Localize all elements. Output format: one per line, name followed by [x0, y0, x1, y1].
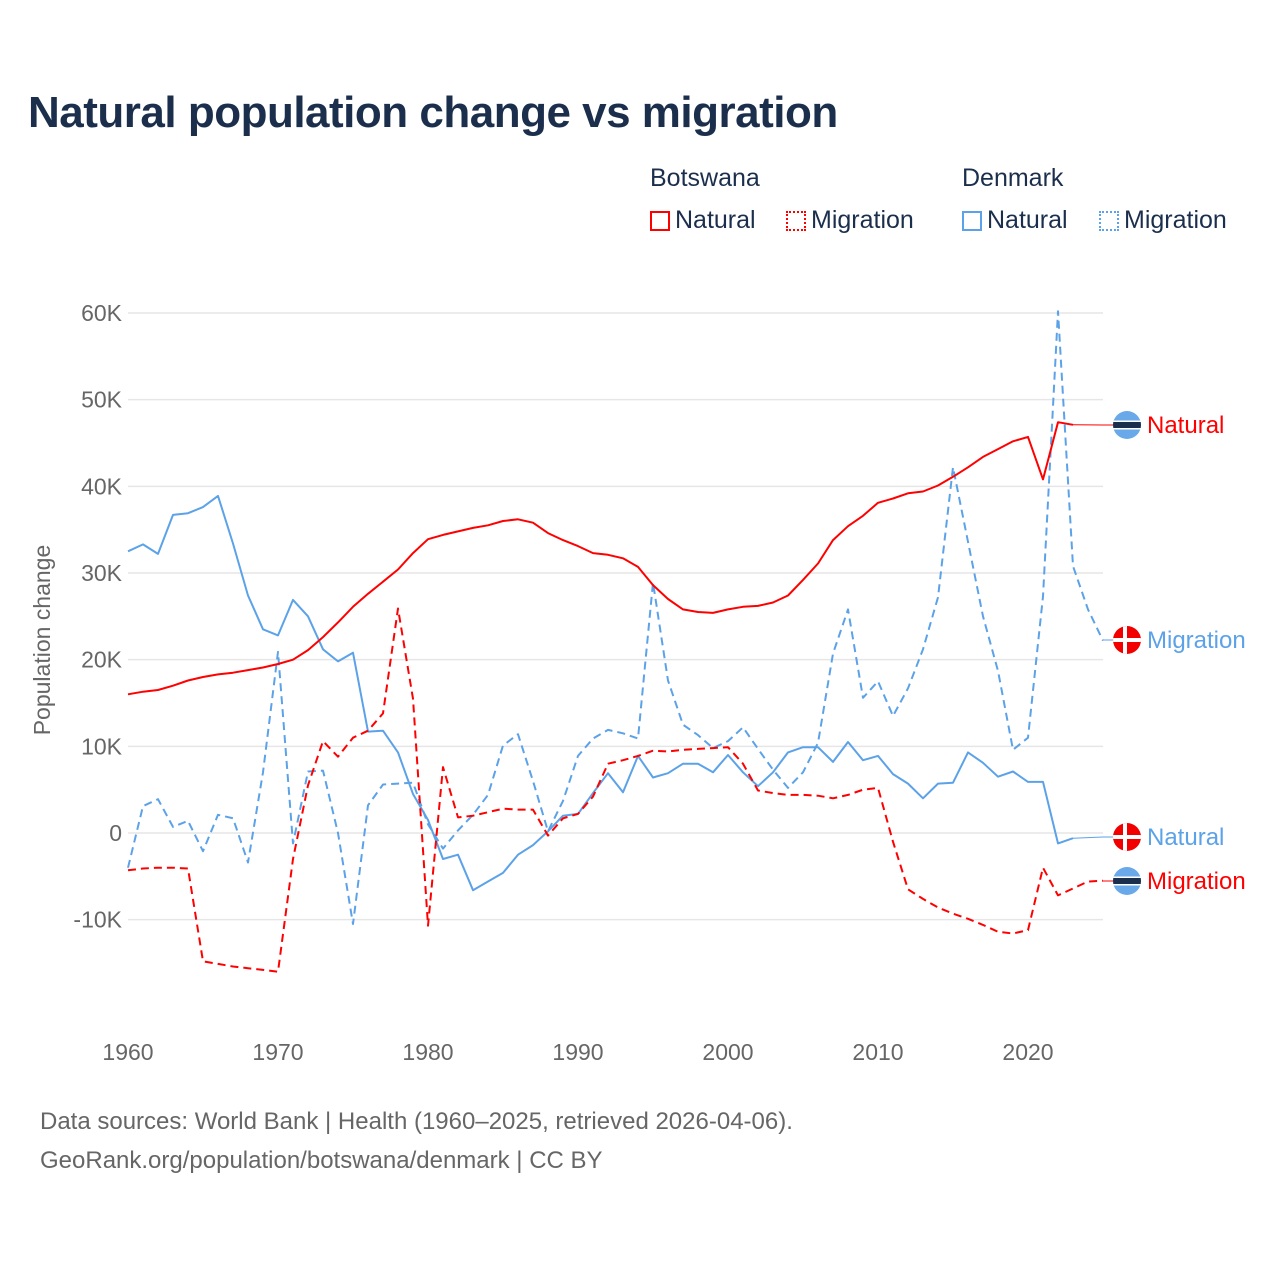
legend-denmark-natural[interactable]: Natural [962, 206, 1068, 235]
y-axis-label: Population change [29, 545, 55, 736]
legend-label: Migration [811, 206, 914, 234]
chart-title: Natural population change vs migration [28, 88, 838, 137]
x-tick-label: 2000 [702, 1039, 753, 1065]
footer-sources: Data sources: World Bank | Health (1960–… [40, 1108, 793, 1135]
denmark-flag-icon [1113, 823, 1141, 851]
x-tick-label: 2020 [1002, 1039, 1053, 1065]
series-line-botswana-natural [127, 421, 1074, 696]
legend-group-botswana: Botswana [650, 164, 760, 192]
botswana-flag-icon [1113, 411, 1141, 439]
end-label-connector [1072, 836, 1113, 839]
legend-group-denmark: Denmark [962, 164, 1064, 192]
series-line-denmark-natural [127, 494, 1074, 892]
flag-band [1113, 878, 1141, 884]
legend-swatch-dotted-blue [1099, 210, 1119, 231]
end-label-denmark-natural: Natural [1147, 824, 1224, 851]
flag-cross-v [1123, 823, 1127, 851]
botswana-flag-icon [1113, 867, 1141, 895]
x-tick-label: 1960 [102, 1039, 153, 1065]
end-label-botswana-natural: Natural [1147, 412, 1224, 439]
series-line-botswana-migration [127, 607, 1104, 973]
legend-label: Migration [1124, 206, 1227, 234]
y-tick-label: 20K [81, 647, 123, 673]
flag-band [1113, 422, 1141, 428]
denmark-flag-icon [1113, 626, 1141, 654]
y-tick-label: 30K [81, 560, 123, 586]
y-tick-label: 50K [81, 387, 123, 413]
footer-attribution: GeoRank.org/population/botswana/denmark … [40, 1147, 603, 1174]
legend-swatch-solid-red [650, 210, 670, 231]
legend-botswana-migration[interactable]: Migration [786, 206, 914, 235]
end-label-denmark-migration: Migration [1147, 627, 1246, 654]
x-tick-label: 2010 [852, 1039, 903, 1065]
y-tick-label: 0 [109, 820, 122, 846]
end-label-connector [1102, 639, 1113, 641]
legend-swatch-solid-blue [962, 210, 982, 231]
series-line-denmark-migration [127, 310, 1104, 925]
y-tick-label: 60K [81, 300, 123, 326]
legend-swatch-dotted-red [786, 210, 806, 231]
legend-botswana-natural[interactable]: Natural [650, 206, 756, 235]
y-tick-label: 10K [81, 733, 123, 759]
flag-cross-v [1123, 626, 1127, 654]
end-label-botswana-migration: Migration [1147, 868, 1246, 895]
x-tick-label: 1990 [552, 1039, 603, 1065]
y-tick-label: 40K [81, 473, 123, 499]
legend-label: Natural [987, 206, 1068, 234]
legend-denmark-migration[interactable]: Migration [1099, 206, 1227, 235]
legend-label: Natural [675, 206, 756, 234]
x-tick-label: 1980 [402, 1039, 453, 1065]
y-tick-label: -10K [73, 907, 122, 933]
x-tick-label: 1970 [252, 1039, 303, 1065]
